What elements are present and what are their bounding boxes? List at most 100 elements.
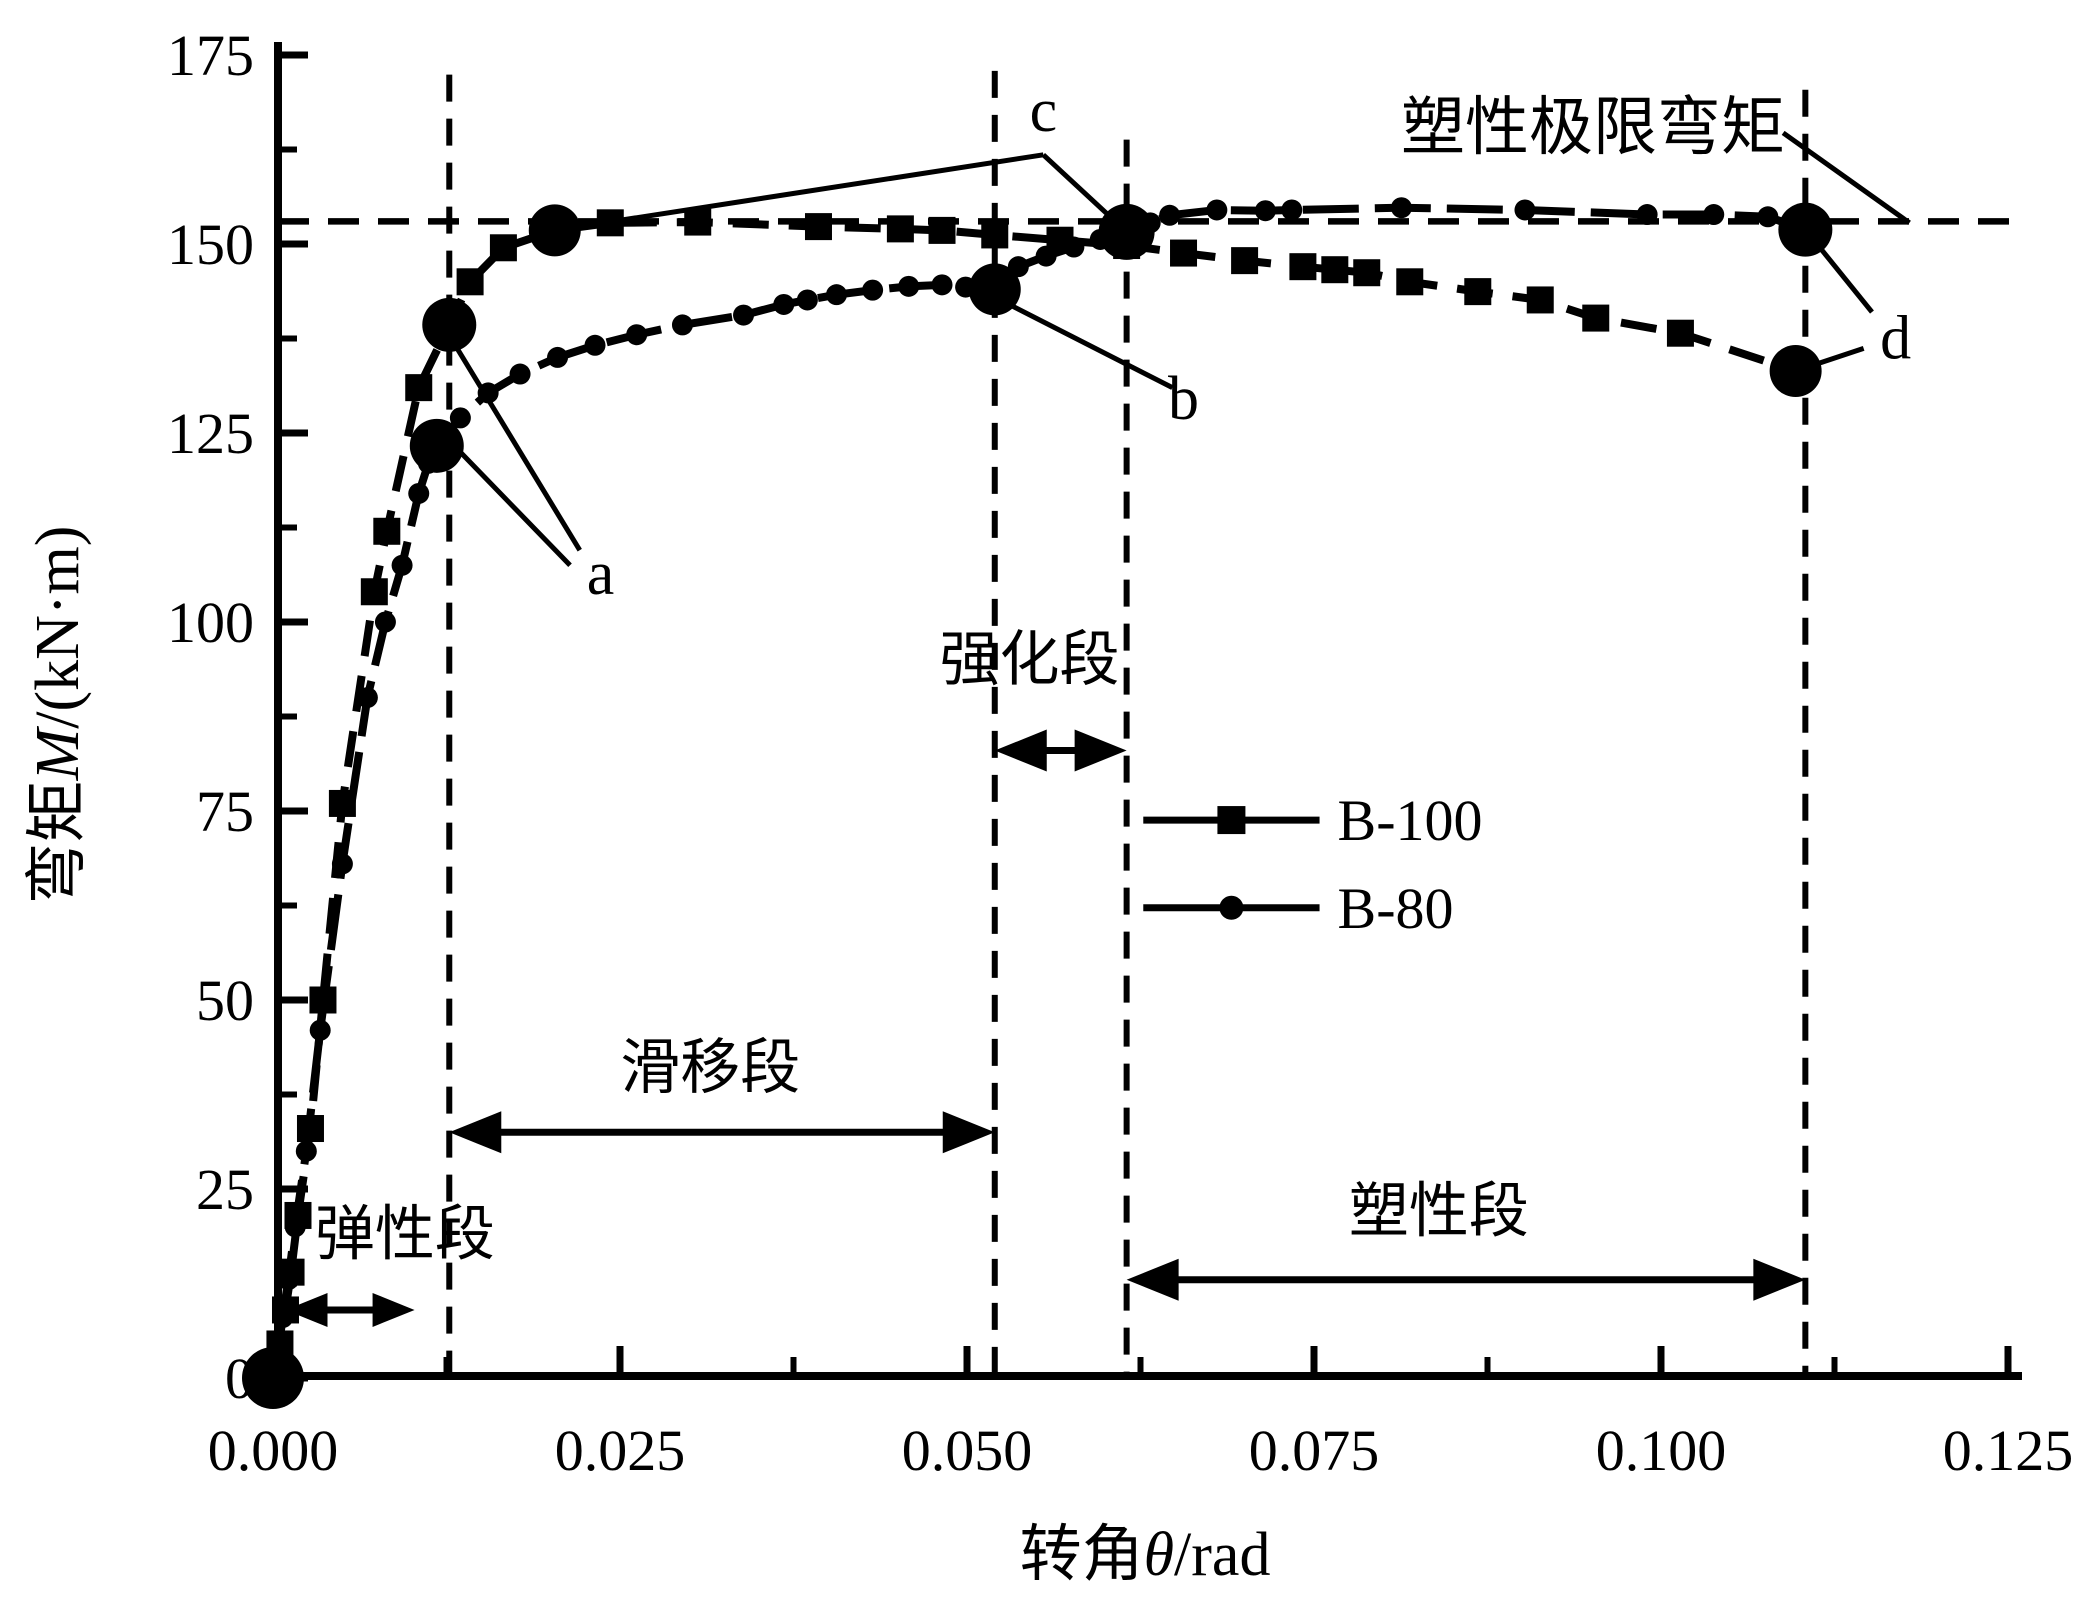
leader-line-plastic-limit [1781,130,1911,225]
series-B-80 [262,197,1816,1389]
region-塑性段: 塑性段 [1126,1179,1806,1301]
label-d: d [1880,305,1911,373]
leader-line-c [554,152,1044,233]
circle-marker-icon [408,482,430,504]
circle-marker-icon [931,274,953,296]
square-marker-icon [1526,286,1554,314]
legend-label: B-80 [1338,876,1454,941]
x-tick-label: 0.050 [902,1418,1033,1483]
circle-marker-icon [356,687,378,709]
x-tick-label: 0.100 [1596,1418,1727,1483]
square-marker-icon [360,578,388,606]
point-a-b80 [409,418,464,473]
region-label: 强化段 [939,627,1119,693]
y-axis-title: 弯矩M/(kN·m) [24,526,92,905]
axis-titles: 转角θ/rad 弯矩M/(kN·m) [24,526,1270,1589]
square-marker-icon [1321,256,1349,284]
region-滑移段: 滑移段 [449,1035,995,1154]
point-c-b100 [528,204,581,257]
square-marker-icon [1396,268,1424,296]
arrowhead-icon [372,1292,415,1327]
region-label: 滑移段 [620,1035,800,1101]
circle-marker-icon [509,363,531,385]
circle-marker-icon [862,279,884,301]
point-b-b80 [968,263,1021,316]
y-tick-label: 100 [167,590,254,655]
legend-entry-B-100: B-100 [1143,788,1483,853]
region-弹性段: 弹性段 [285,1201,495,1327]
label-c: c [1030,77,1058,145]
circle-marker-icon [272,1307,294,1329]
circle-marker-icon [733,304,755,326]
point-labels: a b c d 塑性极限弯矩 [587,77,1911,608]
circle-marker-icon [547,346,569,368]
y-tick-label: 125 [167,401,254,466]
y-tick-label: 175 [167,23,254,88]
square-marker-icon [684,208,712,236]
leader-line-a [451,340,582,552]
circle-marker-icon [1206,199,1228,221]
legend-circle-marker-icon [1219,895,1244,920]
square-marker-icon [886,215,914,243]
circle-marker-icon [1035,245,1057,267]
square-marker-icon [981,221,1009,249]
circle-marker-icon [1254,200,1276,222]
circle-marker-icon [477,382,499,404]
square-marker-icon [1170,239,1198,267]
leader-line-b [1000,298,1174,390]
x-tick-label: 0.125 [1943,1418,2074,1483]
key-point-markers [242,202,1833,1409]
arrowhead-icon [942,1111,995,1154]
circle-marker-icon [1281,199,1303,221]
square-marker-icon [1353,259,1381,287]
y-tick-label: 25 [196,1157,254,1222]
region-label: 塑性段 [1349,1179,1529,1245]
circle-marker-icon [449,407,471,429]
label-a: a [587,540,615,608]
circle-marker-icon [284,1216,306,1238]
square-marker-icon [373,517,401,545]
arrowhead-icon [1126,1258,1179,1301]
arrowhead-icon [449,1111,502,1154]
y-tick-label: 150 [167,212,254,277]
arrowhead-icon [1753,1258,1806,1301]
y-tick-label: 75 [196,779,254,844]
square-marker-icon [1582,304,1610,332]
x-axis-title: 转角θ/rad [1020,1521,1271,1589]
tick-labels: 0.000 0.025 0.050 0.075 0.100 0.1250255075100… [167,23,2073,1483]
x-tick-label: 0.025 [555,1418,686,1483]
point-d-b80 [1778,202,1833,257]
x-tick-label: 0.075 [1249,1418,1380,1483]
circle-marker-icon [584,334,606,356]
legend-entry-B-80: B-80 [1143,876,1454,941]
legend-label: B-100 [1338,788,1483,853]
square-marker-icon [456,268,484,296]
origin-point [242,1347,304,1409]
circle-marker-icon [331,853,353,875]
circle-marker-icon [1636,204,1658,226]
circle-marker-icon [898,275,920,297]
circle-marker-icon [374,611,396,633]
plastic-limit-label: 塑性极限弯矩 [1401,92,1785,163]
circle-marker-icon [796,289,818,311]
arrowhead-icon [285,1292,328,1327]
circle-marker-icon [295,1140,317,1162]
point-a-b100 [422,297,477,352]
legend: B-100 B-80 [1143,788,1483,941]
square-marker-icon [1666,319,1694,347]
series-line-B-80 [269,203,1807,1379]
circle-marker-icon [391,554,413,576]
circle-marker-icon [826,284,848,306]
circle-marker-icon [1703,204,1725,226]
reference-lines [278,70,2012,1376]
circle-marker-icon [1757,206,1779,228]
point-c-b80 [1098,203,1155,260]
legend-square-marker-icon [1217,806,1246,835]
point-d-b100 [1769,345,1822,398]
square-marker-icon [1289,253,1317,281]
circle-marker-icon [1159,204,1181,226]
region-label: 弹性段 [315,1201,495,1267]
series-line-B-100 [269,218,1797,1379]
